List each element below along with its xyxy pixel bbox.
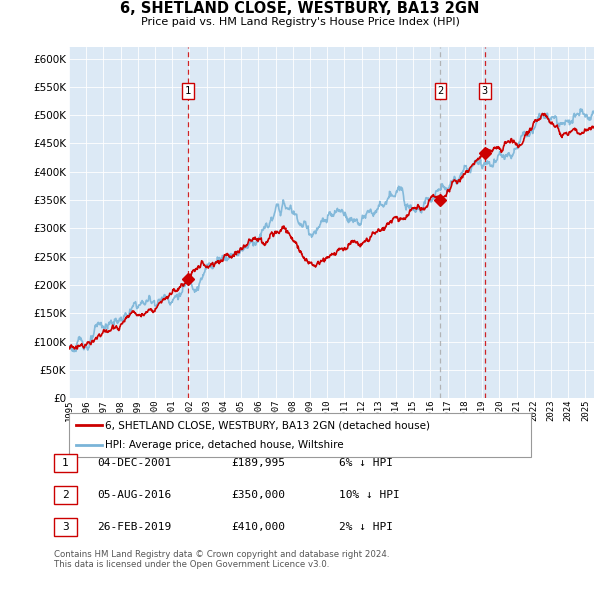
Text: 26-FEB-2019: 26-FEB-2019 (97, 522, 172, 532)
Text: 05-AUG-2016: 05-AUG-2016 (97, 490, 172, 500)
Text: £189,995: £189,995 (231, 458, 285, 468)
Text: 6, SHETLAND CLOSE, WESTBURY, BA13 2GN (detached house): 6, SHETLAND CLOSE, WESTBURY, BA13 2GN (d… (105, 421, 430, 430)
Text: 1: 1 (62, 458, 69, 468)
Text: 6, SHETLAND CLOSE, WESTBURY, BA13 2GN: 6, SHETLAND CLOSE, WESTBURY, BA13 2GN (121, 2, 479, 17)
Text: 2: 2 (62, 490, 69, 500)
Text: 3: 3 (482, 86, 488, 96)
Text: 2% ↓ HPI: 2% ↓ HPI (339, 522, 393, 532)
Text: 10% ↓ HPI: 10% ↓ HPI (339, 490, 400, 500)
Text: £410,000: £410,000 (231, 522, 285, 532)
Text: HPI: Average price, detached house, Wiltshire: HPI: Average price, detached house, Wilt… (105, 440, 344, 450)
Text: Price paid vs. HM Land Registry's House Price Index (HPI): Price paid vs. HM Land Registry's House … (140, 17, 460, 27)
Text: 04-DEC-2001: 04-DEC-2001 (97, 458, 172, 468)
Text: Contains HM Land Registry data © Crown copyright and database right 2024.
This d: Contains HM Land Registry data © Crown c… (54, 550, 389, 569)
Text: 3: 3 (62, 522, 69, 532)
Text: 2: 2 (437, 86, 443, 96)
Text: 6% ↓ HPI: 6% ↓ HPI (339, 458, 393, 468)
Text: £350,000: £350,000 (231, 490, 285, 500)
Text: 1: 1 (185, 86, 191, 96)
